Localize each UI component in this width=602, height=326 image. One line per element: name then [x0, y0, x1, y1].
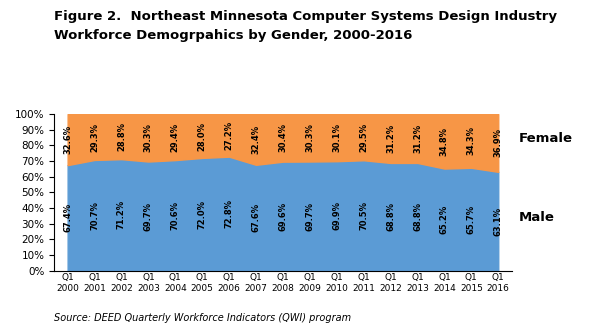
Text: 69.6%: 69.6%	[279, 201, 287, 231]
Text: 68.8%: 68.8%	[386, 202, 395, 231]
Text: 63.1%: 63.1%	[494, 207, 503, 236]
Text: 30.3%: 30.3%	[144, 123, 153, 152]
Text: 30.3%: 30.3%	[305, 123, 314, 152]
Text: 72.8%: 72.8%	[225, 199, 234, 228]
Text: 65.2%: 65.2%	[440, 205, 449, 234]
Text: 69.7%: 69.7%	[144, 201, 153, 230]
Text: 70.6%: 70.6%	[171, 201, 180, 230]
Text: 36.9%: 36.9%	[494, 128, 503, 157]
Text: 32.6%: 32.6%	[63, 125, 72, 154]
Text: 27.2%: 27.2%	[225, 121, 234, 150]
Text: 69.9%: 69.9%	[332, 201, 341, 230]
Text: 70.5%: 70.5%	[359, 201, 368, 230]
Text: 29.4%: 29.4%	[171, 123, 180, 152]
Text: Source: DEED Quarterly Workforce Indicators (QWI) program: Source: DEED Quarterly Workforce Indicat…	[54, 313, 352, 323]
Text: 30.4%: 30.4%	[279, 123, 287, 152]
Text: Female: Female	[519, 132, 573, 145]
Text: Workforce Demogrpahics by Gender, 2000-2016: Workforce Demogrpahics by Gender, 2000-2…	[54, 29, 412, 42]
Text: 32.4%: 32.4%	[252, 125, 261, 154]
Text: 68.8%: 68.8%	[413, 202, 422, 231]
Text: 67.4%: 67.4%	[63, 203, 72, 232]
Text: 69.7%: 69.7%	[305, 201, 314, 230]
Text: 70.7%: 70.7%	[90, 201, 99, 230]
Text: 28.8%: 28.8%	[117, 122, 126, 151]
Text: 34.8%: 34.8%	[440, 127, 449, 156]
Text: 67.6%: 67.6%	[252, 203, 261, 232]
Text: 29.5%: 29.5%	[359, 123, 368, 152]
Text: 30.1%: 30.1%	[332, 123, 341, 152]
Text: Male: Male	[519, 211, 555, 224]
Text: 34.3%: 34.3%	[467, 126, 476, 156]
Text: Figure 2.  Northeast Minnesota Computer Systems Design Industry: Figure 2. Northeast Minnesota Computer S…	[54, 10, 557, 23]
Text: 29.3%: 29.3%	[90, 123, 99, 152]
Text: 31.2%: 31.2%	[413, 124, 422, 153]
Text: 65.7%: 65.7%	[467, 205, 476, 234]
Text: 31.2%: 31.2%	[386, 124, 395, 153]
Text: 28.0%: 28.0%	[197, 122, 206, 151]
Text: 71.2%: 71.2%	[117, 200, 126, 230]
Text: 72.0%: 72.0%	[197, 200, 206, 229]
